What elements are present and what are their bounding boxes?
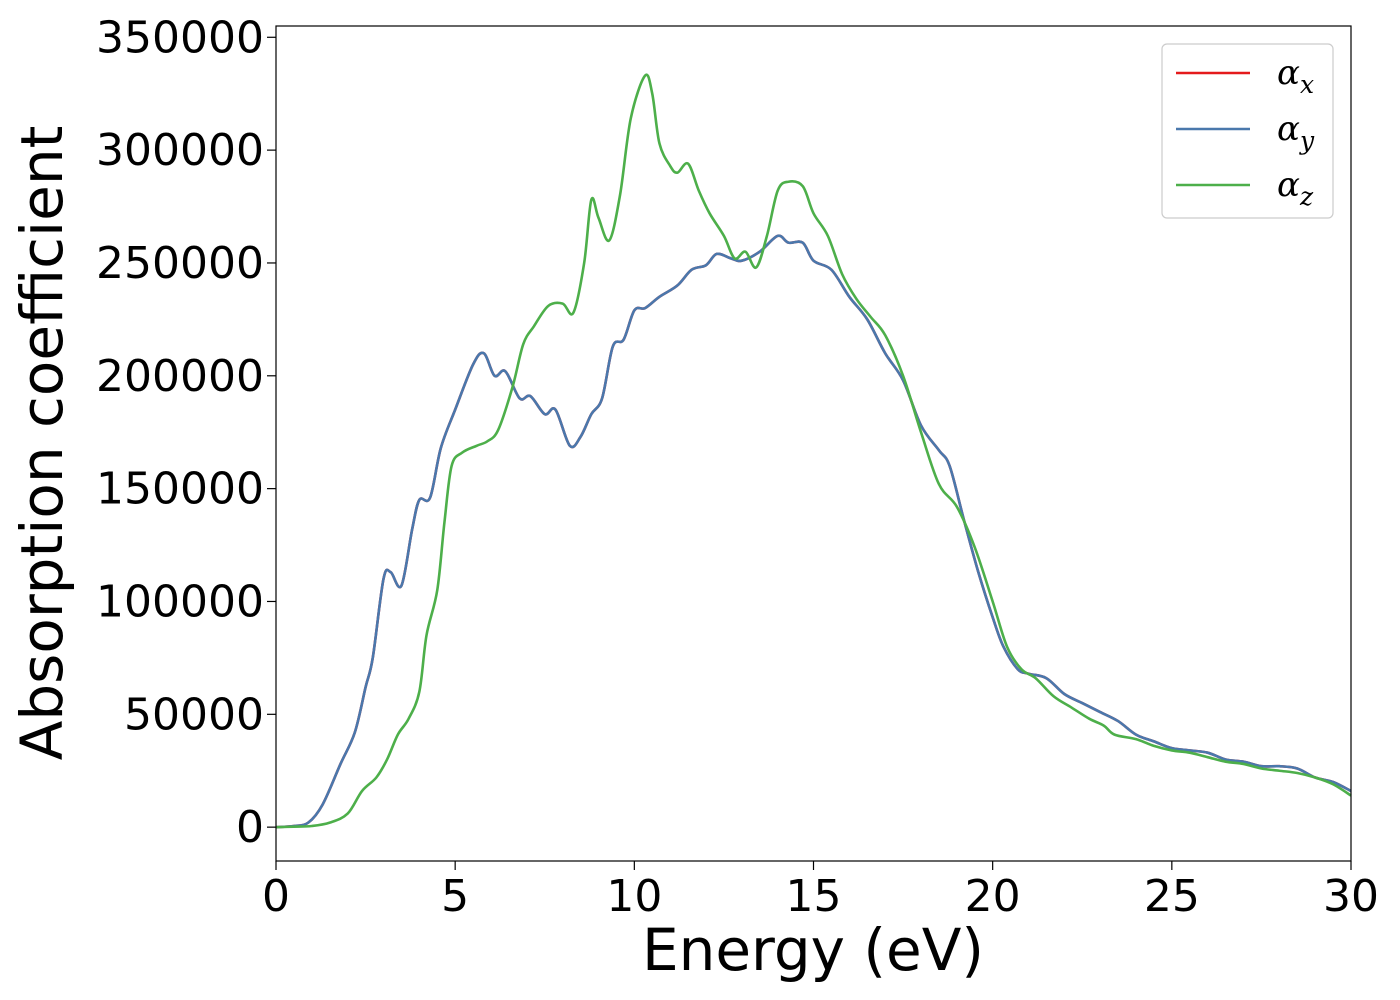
y-tick-label: 50000: [124, 689, 264, 740]
legend-label-z: αz: [1277, 165, 1314, 211]
x-tick-label: 20: [965, 871, 1021, 922]
y-tick-label: 250000: [96, 238, 264, 289]
x-tick-label: 0: [262, 871, 290, 922]
legend-label-subscript: z: [1299, 182, 1314, 211]
x-tick-label: 25: [1144, 871, 1200, 922]
legend-label-base: α: [1277, 165, 1300, 205]
x-tick-label: 10: [606, 871, 662, 922]
y-tick-label: 0: [236, 802, 264, 853]
x-axis-title: Energy (eV): [642, 916, 984, 984]
y-tick-label: 300000: [96, 125, 264, 176]
y-tick-label: 100000: [96, 576, 264, 627]
x-tick-label: 30: [1323, 871, 1379, 922]
legend-label-base: α: [1277, 53, 1300, 93]
x-tick-label: 15: [786, 871, 842, 922]
legend-box: [1161, 43, 1334, 219]
legend-label-subscript: y: [1299, 126, 1315, 155]
legend-label-x: αx: [1277, 53, 1314, 99]
y-axis: 0 50000 100000 150000 200000 250000 300000 3500…: [96, 12, 276, 853]
x-axis: 0 5 10 15 20 25 30: [262, 861, 1379, 922]
y-axis-title: Absorption coefficient: [8, 126, 76, 761]
series-line-y: [275, 234, 1352, 829]
plot-lines: [275, 73, 1352, 829]
y-tick-label: 200000: [96, 351, 264, 402]
legend-label-base: α: [1277, 109, 1300, 149]
y-tick-label: 350000: [96, 12, 264, 63]
legend-label-subscript: x: [1300, 70, 1314, 99]
x-tick-label: 5: [441, 871, 469, 922]
legend-label-y: αy: [1277, 109, 1315, 155]
y-tick-label: 150000: [96, 464, 264, 515]
series-line-z: [275, 73, 1352, 829]
